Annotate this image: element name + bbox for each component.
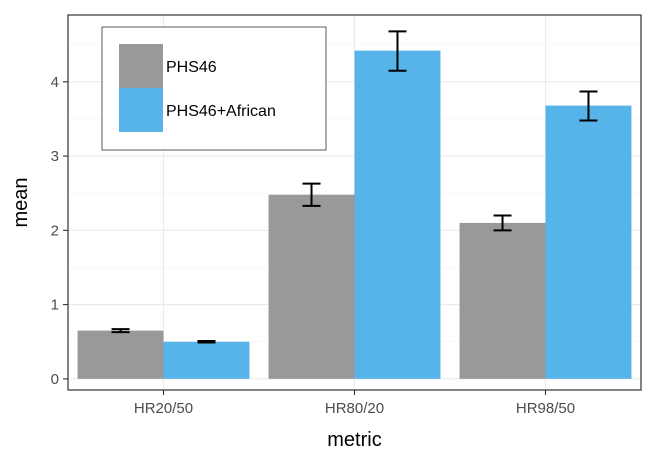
error-bar — [197, 339, 216, 344]
x-tick-label: HR98/50 — [516, 400, 575, 417]
error-bar — [388, 30, 407, 72]
legend: PHS46 PHS46+African — [101, 26, 327, 151]
error-bar — [493, 214, 512, 232]
bar — [459, 222, 546, 379]
bar — [545, 105, 632, 379]
y-axis-title: mean — [10, 177, 32, 227]
bar — [354, 50, 441, 379]
y-tick-label: 0 — [51, 371, 59, 388]
y-tick-label: 1 — [51, 297, 59, 314]
y-tick-label: 3 — [51, 148, 59, 165]
y-tick-label: 4 — [51, 74, 59, 91]
legend-label: PHS46+African — [166, 103, 276, 120]
bar — [77, 330, 164, 379]
axes: 0 1 2 3 4 HR20/50 HR80/20 HR98/50 — [51, 74, 575, 417]
x-tick-label: HR80/20 — [325, 400, 384, 417]
y-tick-label: 2 — [51, 222, 59, 239]
legend-swatch — [119, 88, 163, 132]
bar — [163, 341, 250, 379]
bar — [268, 194, 355, 379]
x-axis-title: metric — [327, 429, 381, 451]
error-bar — [302, 182, 321, 207]
error-bars — [111, 30, 598, 344]
legend-swatch — [119, 44, 163, 88]
error-bar — [579, 90, 598, 122]
x-tick-label: HR20/50 — [134, 400, 193, 417]
error-bar — [111, 328, 130, 334]
bars — [77, 50, 632, 379]
legend-label: PHS46 — [166, 59, 217, 76]
